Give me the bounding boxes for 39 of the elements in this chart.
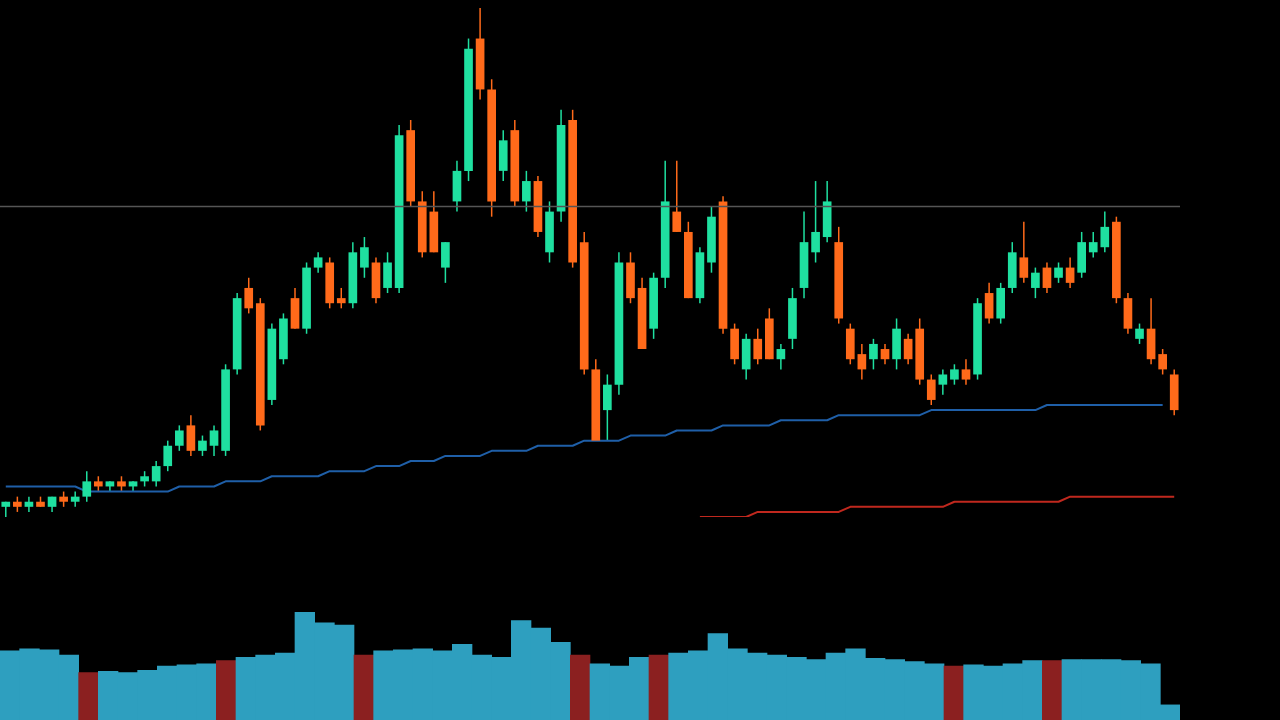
candlestick bbox=[1031, 266, 1040, 299]
candlestick bbox=[1054, 261, 1063, 284]
candlestick bbox=[151, 460, 161, 488]
candlestick bbox=[672, 159, 682, 233]
candlestick bbox=[209, 424, 219, 457]
candlestick bbox=[244, 277, 254, 315]
bar bbox=[216, 660, 237, 720]
candlestick bbox=[1042, 261, 1052, 294]
candlestick bbox=[198, 434, 207, 457]
candlestick bbox=[522, 170, 531, 213]
candlestick bbox=[776, 343, 786, 371]
candlestick bbox=[1100, 210, 1110, 254]
candlestick bbox=[753, 327, 763, 366]
candlestick bbox=[1158, 348, 1167, 376]
candlestick bbox=[360, 236, 369, 279]
candlestick bbox=[1088, 231, 1098, 259]
candlestick bbox=[903, 333, 913, 366]
candlestick bbox=[82, 470, 92, 503]
candlestick bbox=[163, 439, 173, 472]
candlestick bbox=[1065, 256, 1075, 289]
candlestick bbox=[336, 287, 346, 310]
candlestick bbox=[961, 358, 971, 386]
bar bbox=[353, 654, 374, 720]
bar bbox=[943, 665, 964, 720]
bar bbox=[570, 654, 591, 720]
candlestick bbox=[1019, 221, 1029, 284]
candlestick bbox=[938, 368, 948, 396]
candlestick bbox=[926, 373, 936, 406]
bar bbox=[1042, 660, 1063, 720]
candlestick bbox=[313, 251, 323, 274]
candlestick bbox=[174, 424, 184, 452]
bar bbox=[78, 672, 99, 720]
candlestick bbox=[857, 343, 867, 381]
candlestick bbox=[1135, 322, 1144, 345]
candlestick bbox=[880, 343, 890, 366]
candlestick bbox=[869, 338, 878, 371]
bar bbox=[648, 654, 669, 720]
candlestick bbox=[950, 363, 959, 386]
candlestick bbox=[811, 180, 820, 264]
